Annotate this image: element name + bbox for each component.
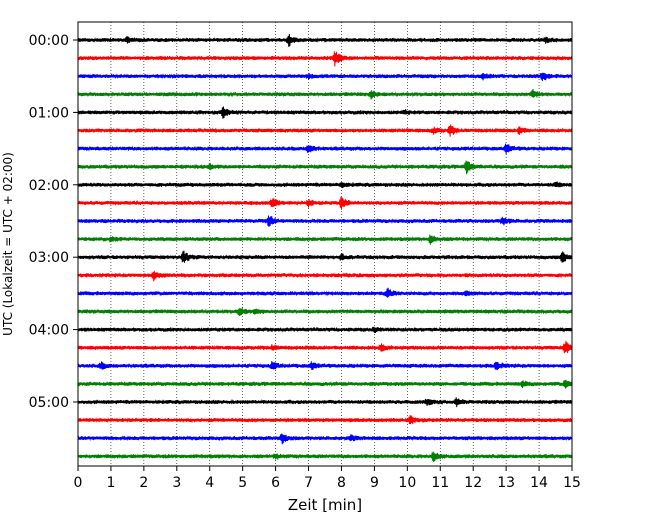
- y-tick-label-4: 04:00: [29, 323, 69, 339]
- trace-row-0030: [77, 72, 573, 82]
- trace-row-0300: [77, 250, 573, 263]
- x-tick-label-9: 9: [370, 475, 379, 491]
- trace-row-0215: [77, 196, 573, 210]
- x-tick-label-8: 8: [337, 475, 346, 491]
- x-tick-label-4: 4: [205, 475, 214, 491]
- trace-row-0015: [77, 51, 573, 67]
- trace-row-0130: [77, 143, 573, 155]
- trace-row-0000: [77, 33, 573, 47]
- trace-row-0145: [77, 160, 573, 175]
- trace-row-0115: [77, 124, 573, 137]
- trace-row-0230: [77, 215, 573, 227]
- x-tick-label-12: 12: [464, 475, 482, 491]
- trace-row-0445: [77, 379, 573, 389]
- grid-lines: [110, 22, 540, 466]
- x-tick-label-5: 5: [238, 475, 247, 491]
- x-axis-label: Zeit [min]: [288, 496, 362, 514]
- trace-row-0545: [77, 451, 573, 462]
- y-tick-label-3: 03:00: [29, 250, 69, 266]
- trace-row-0430: [77, 361, 573, 371]
- trace-row-0500: [77, 397, 573, 408]
- y-tick-label-5: 05:00: [29, 395, 69, 411]
- x-tick-label-1: 1: [106, 475, 115, 491]
- x-tick-label-0: 0: [74, 475, 83, 491]
- y-tick-label-2: 02:00: [29, 178, 69, 194]
- x-tick-label-10: 10: [398, 475, 416, 491]
- x-tick-label-11: 11: [431, 475, 449, 491]
- trace-row-0045: [77, 89, 573, 100]
- trace-row-0100: [77, 106, 573, 119]
- y-tick-label-1: 01:00: [29, 105, 69, 121]
- trace-row-0400: [77, 326, 573, 334]
- trace-row-0245: [77, 234, 573, 245]
- plot-frame: [77, 21, 573, 467]
- trace-row-0530: [77, 433, 573, 445]
- trace-row-0330: [77, 287, 573, 298]
- y-axis-ticks: 00:00 01:00 02:00 03:00 04:00 05:00: [29, 33, 78, 411]
- trace-row-0315: [77, 270, 573, 282]
- trace-row-0415: [77, 340, 573, 354]
- x-tick-label-13: 13: [497, 475, 515, 491]
- x-tick-label-15: 15: [563, 475, 581, 491]
- x-tick-label-3: 3: [172, 475, 181, 491]
- trace-row-0345: [77, 307, 573, 317]
- x-tick-label-2: 2: [139, 475, 148, 491]
- y-tick-label-0: 00:00: [29, 33, 69, 49]
- x-axis-ticks: 0 1 2 3 4 5 6 7 8 9 10 11 12 13 14 15: [74, 466, 581, 491]
- trace-row-0200: [77, 181, 573, 189]
- x-tick-label-6: 6: [271, 475, 280, 491]
- y-axis-label: UTC (Lokalzeit = UTC + 02:00): [1, 152, 15, 336]
- trace-rows: [77, 33, 573, 462]
- x-tick-label-14: 14: [530, 475, 548, 491]
- trace-row-0515: [77, 415, 573, 425]
- x-tick-label-7: 7: [304, 475, 313, 491]
